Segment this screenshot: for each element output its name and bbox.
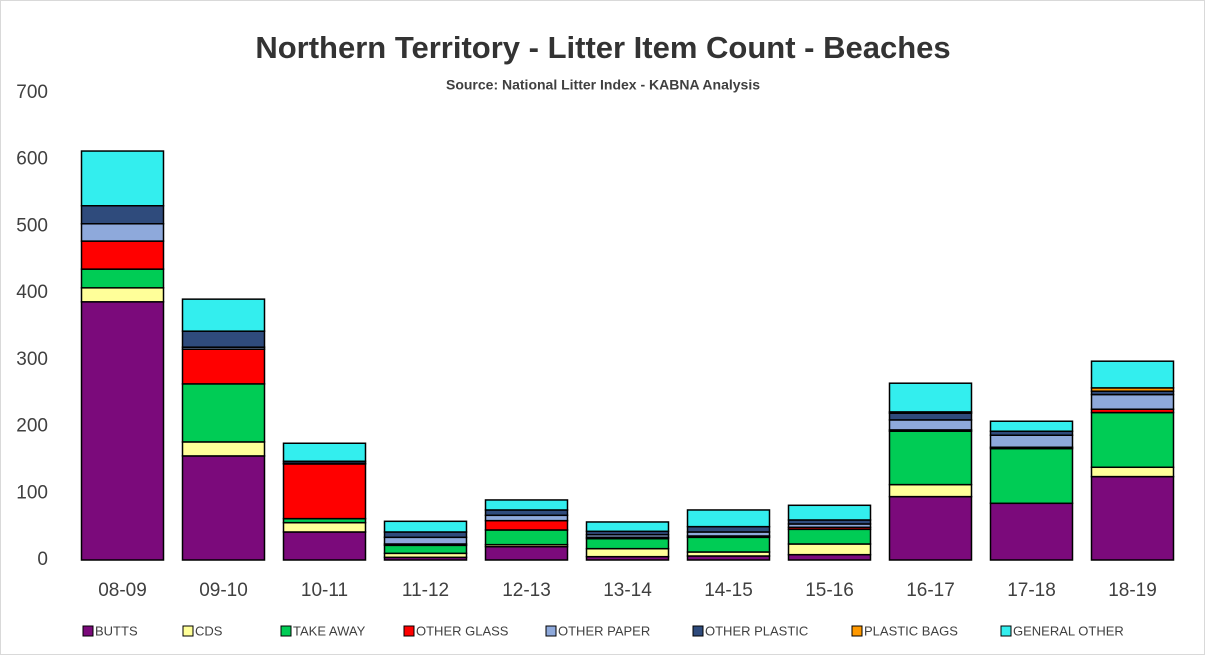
bar-segment: [1090, 475, 1175, 561]
x-tick-label: 16-17: [906, 580, 955, 601]
bar-segment: [484, 519, 569, 531]
legend-swatch: [1000, 625, 1012, 637]
chart-title: Northern Territory - Litter Item Count -…: [255, 30, 950, 65]
x-tick-label: 11-12: [402, 580, 449, 601]
legend-label: BUTTS: [95, 623, 138, 638]
bar-segment: [1090, 360, 1175, 389]
y-tick-label: 400: [16, 282, 48, 303]
bar-segment: [989, 420, 1074, 432]
legend-label: OTHER PAPER: [558, 623, 650, 638]
y-tick-label: 200: [16, 416, 48, 437]
x-tick-label: 18-19: [1108, 580, 1157, 601]
bar-segment: [484, 545, 569, 561]
legend-swatch: [851, 625, 863, 637]
bar-segment: [989, 447, 1074, 505]
x-tick-label: 09-10: [199, 580, 248, 601]
y-tick-label: 100: [16, 482, 48, 503]
legend-swatch: [692, 625, 704, 637]
bar-segment: [888, 430, 973, 486]
bar-segment: [1090, 466, 1175, 478]
bar-segment: [787, 553, 872, 561]
x-tick-label: 12-13: [502, 580, 551, 601]
y-tick-label: 600: [16, 149, 48, 170]
y-tick-label: 0: [37, 549, 48, 570]
chart-subtitle: Source: National Litter Index - KABNA An…: [446, 77, 760, 93]
bar-segment: [1090, 393, 1175, 410]
bar-segment: [484, 509, 569, 517]
bar-segment: [282, 463, 367, 520]
x-tick-label: 08-09: [98, 580, 147, 601]
bar-segment: [1090, 411, 1175, 469]
x-tick-label: 17-18: [1007, 580, 1056, 601]
bar-segment: [282, 531, 367, 561]
bar-segment: [686, 509, 771, 528]
bar-segment: [181, 383, 266, 443]
bar-segment: [787, 504, 872, 521]
y-tick-label: 700: [16, 82, 48, 103]
legend-label: TAKE AWAY: [293, 623, 366, 638]
x-tick-label: 13-14: [603, 580, 652, 601]
legend-swatch: [182, 625, 194, 637]
legend-swatch: [403, 625, 415, 637]
y-tick-label: 300: [16, 349, 48, 370]
legend-label: OTHER PLASTIC: [705, 623, 808, 638]
bar-segment: [80, 150, 165, 207]
bar-segment: [484, 529, 569, 546]
bar-segment: [383, 544, 468, 555]
bar-segment: [181, 455, 266, 561]
bar-segment: [787, 528, 872, 545]
bar-segment: [383, 520, 468, 533]
bar-segment: [989, 434, 1074, 449]
bar-segment: [989, 502, 1074, 561]
bar-segment: [686, 525, 771, 533]
bar-segment: [787, 543, 872, 556]
bar-segment: [181, 298, 266, 332]
bar-segment: [80, 301, 165, 561]
legend-swatch: [545, 625, 557, 637]
bar-segment: [80, 204, 165, 225]
bar-segment: [282, 442, 367, 463]
bar-segment: [585, 521, 670, 533]
x-tick-label: 15-16: [805, 580, 854, 601]
x-tick-label: 14-15: [704, 580, 753, 601]
bar-segment: [383, 531, 468, 539]
bar-segment: [80, 223, 165, 242]
y-tick-label: 500: [16, 215, 48, 236]
bar-segment: [888, 419, 973, 431]
bar-segment: [888, 495, 973, 561]
bar-segment: [181, 348, 266, 385]
bar-segment: [282, 521, 367, 533]
bar-segment: [181, 441, 266, 457]
bar-segment: [80, 287, 165, 303]
legend-label: CDS: [195, 623, 223, 638]
bar-segment: [383, 536, 468, 545]
bar-segment: [80, 240, 165, 270]
bar-segment: [585, 547, 670, 558]
legend-swatch: [82, 625, 94, 637]
bar-segment: [888, 483, 973, 498]
legend-label: GENERAL OTHER: [1013, 623, 1124, 638]
legend-label: PLASTIC BAGS: [864, 623, 958, 638]
bar-segment: [181, 330, 266, 348]
bar-segment: [80, 268, 165, 289]
bar-segment: [484, 499, 569, 511]
legend-label: OTHER GLASS: [416, 623, 509, 638]
bar-segment: [686, 536, 771, 553]
legend-swatch: [280, 625, 292, 637]
bar-segment: [888, 412, 973, 421]
x-tick-label: 10-11: [301, 580, 348, 601]
bar-segment: [888, 382, 973, 413]
bar-segment: [585, 537, 670, 550]
bar-segment: [484, 514, 569, 522]
